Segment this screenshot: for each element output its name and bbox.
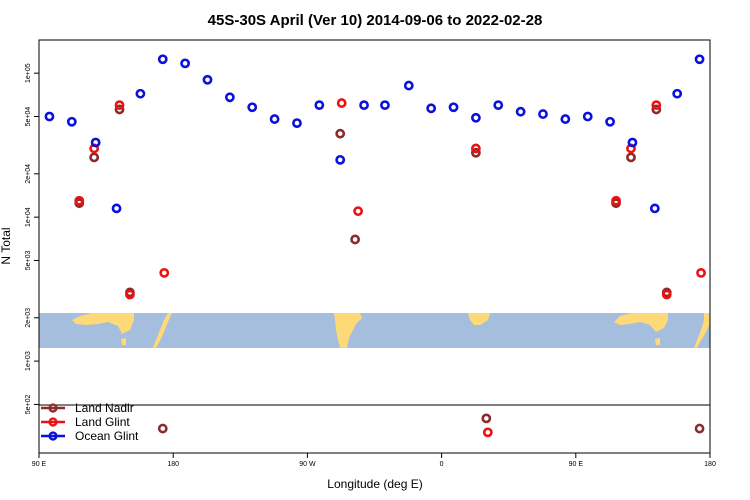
land-glint-point	[651, 100, 662, 111]
y-tick-label: 1e+04	[25, 207, 32, 227]
ocean-glint-point	[470, 112, 481, 123]
legend-label: Ocean Glint	[75, 429, 139, 443]
map-land-tasmania-repeat	[655, 338, 660, 345]
map-land-south-america	[334, 313, 362, 348]
ocean-glint-point	[605, 116, 615, 127]
x-axis: 90 E 180 90 W 0 90 E 180	[32, 453, 716, 468]
plot-frame	[38, 39, 711, 454]
ocean-glint-point	[90, 137, 101, 148]
y-axis-label: N Total	[0, 227, 13, 264]
ocean-glint-point	[224, 92, 235, 103]
ocean-glint-point	[627, 137, 638, 148]
land-nadir-point	[470, 147, 481, 158]
ocean-glint-point	[538, 109, 548, 119]
ocean-glint-point	[44, 111, 55, 122]
land-glint-point	[470, 143, 481, 154]
y-tick-label: 5e+03	[25, 251, 32, 271]
ocean-glint-point	[515, 106, 526, 117]
y-tick-label: 1e+03	[25, 351, 32, 371]
y-tick-label: 2e+04	[25, 164, 32, 184]
x-tick-label: 90 W	[299, 461, 316, 468]
land-glint-point	[611, 195, 621, 206]
map-land-tasmania	[121, 338, 126, 345]
ocean-glint-point	[694, 54, 705, 65]
ocean-glint-point	[180, 58, 191, 69]
chart-title: 45S-30S April (Ver 10) 2014-09-06 to 202…	[208, 12, 543, 29]
x-tick-label: 180	[704, 461, 716, 468]
land-nadir-point	[335, 128, 346, 139]
land-glint-point	[125, 289, 135, 300]
x-tick-label: 90 E	[569, 461, 584, 468]
ocean-glint-point	[426, 103, 437, 114]
x-tick-label: 0	[440, 461, 444, 468]
legend-item-land-nadir: Land Nadir	[41, 401, 134, 415]
ocean-glint-point	[560, 114, 571, 124]
x-axis-label: Longitude (deg E)	[327, 477, 422, 491]
ocean-glint-point	[314, 100, 325, 111]
map-land-new-zealand-repeat	[694, 313, 710, 348]
y-axis: 5e+02 1e+03 2e+03 5e+03 1e+04 2e+04 5e+04 1e+05	[25, 63, 39, 414]
y-tick-label: 5e+02	[25, 395, 32, 415]
ocean-glint-point	[202, 74, 213, 85]
ocean-glint-point	[247, 102, 258, 113]
land-glint-point	[482, 427, 493, 438]
land-nadir-point	[89, 152, 100, 163]
ocean-glint-point	[403, 80, 414, 91]
land-nadir-point	[481, 413, 492, 424]
legend-label: Land Glint	[75, 415, 130, 429]
land-glint-point	[696, 267, 706, 278]
ocean-glint-point	[448, 102, 459, 113]
ocean-glint-point	[135, 88, 146, 99]
ocean-glint-point	[66, 116, 77, 127]
land-glint-point	[159, 267, 170, 278]
ocean-glint-point	[157, 54, 168, 65]
land-nadir-point	[157, 423, 168, 434]
land-nadir-point	[694, 423, 705, 434]
ocean-glint-point	[292, 118, 302, 129]
land-glint-point	[74, 195, 85, 206]
ocean-glint-point	[380, 100, 390, 111]
land-nadir-point	[350, 234, 361, 245]
legend-label: Land Nadir	[75, 401, 134, 415]
legend-marker	[48, 431, 58, 441]
map-ocean	[39, 313, 710, 348]
land-nadir-point	[114, 104, 125, 115]
data-points	[44, 54, 706, 438]
land-nadir-point	[651, 104, 662, 115]
land-glint-point	[661, 289, 672, 300]
legend-item-ocean-glint: Ocean Glint	[41, 429, 139, 443]
y-tick-label: 1e+05	[25, 63, 32, 83]
ocean-glint-point	[269, 114, 280, 124]
land-glint-point	[336, 98, 347, 108]
ocean-glint-point	[582, 111, 593, 122]
legend-marker	[48, 417, 58, 427]
ocean-glint-point	[672, 88, 683, 99]
land-glint-point	[353, 206, 363, 217]
legend-item-land-glint: Land Glint	[41, 415, 130, 429]
legend-marker	[48, 403, 58, 413]
x-tick-label: 180	[167, 461, 179, 468]
land-nadir-point	[626, 152, 636, 163]
map-land-australia-repeat	[614, 313, 668, 332]
land-glint-point	[114, 100, 125, 111]
y-tick-label: 2e+03	[25, 308, 32, 328]
map-land-south-africa	[468, 313, 490, 325]
ocean-glint-point	[335, 154, 346, 165]
ocean-glint-point	[493, 100, 504, 111]
ocean-glint-point	[359, 100, 369, 111]
map-land-new-zealand	[153, 313, 172, 348]
background-map	[39, 313, 710, 348]
ocean-glint-point	[649, 203, 660, 214]
y-tick-label: 5e+04	[25, 107, 32, 127]
ocean-glint-point	[111, 203, 122, 214]
map-land-australia	[72, 313, 134, 334]
x-tick-label: 90 E	[32, 461, 47, 468]
